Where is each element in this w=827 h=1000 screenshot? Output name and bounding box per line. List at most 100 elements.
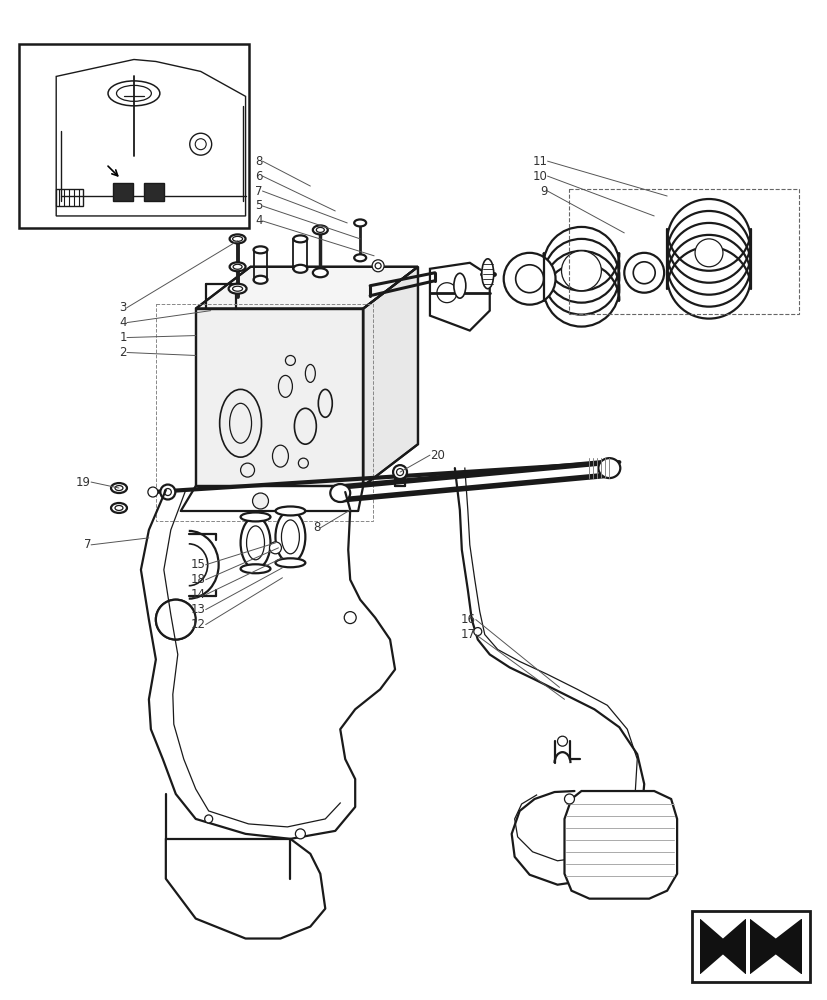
Polygon shape (749, 919, 801, 939)
Ellipse shape (229, 403, 251, 443)
Bar (56, 189, 83, 206)
Polygon shape (56, 59, 246, 216)
Ellipse shape (294, 408, 316, 444)
Bar (749, 919, 801, 974)
Ellipse shape (318, 389, 332, 417)
Circle shape (204, 815, 213, 823)
Bar (699, 919, 745, 974)
Ellipse shape (354, 219, 366, 226)
Text: 15: 15 (190, 558, 205, 571)
Ellipse shape (272, 445, 288, 467)
Text: 9: 9 (539, 185, 547, 198)
Ellipse shape (275, 506, 305, 515)
Text: 17: 17 (461, 628, 476, 641)
Text: 1: 1 (119, 331, 127, 344)
Circle shape (241, 463, 254, 477)
Circle shape (344, 612, 356, 624)
Bar (569, 189, 798, 314)
Bar (155, 304, 373, 521)
Ellipse shape (354, 254, 366, 261)
Ellipse shape (229, 262, 246, 271)
Ellipse shape (164, 489, 171, 496)
Ellipse shape (453, 273, 466, 298)
Ellipse shape (503, 253, 555, 305)
Circle shape (285, 355, 295, 365)
Ellipse shape (246, 526, 264, 560)
Polygon shape (699, 919, 745, 939)
Bar (691, 911, 809, 982)
Text: 6: 6 (255, 170, 262, 183)
Ellipse shape (633, 262, 654, 284)
Ellipse shape (598, 458, 619, 478)
Ellipse shape (160, 485, 175, 500)
Ellipse shape (694, 239, 722, 267)
Text: 10: 10 (532, 170, 547, 183)
Circle shape (295, 829, 305, 839)
Circle shape (298, 458, 308, 468)
Ellipse shape (293, 265, 307, 273)
Ellipse shape (228, 284, 246, 294)
Ellipse shape (281, 520, 299, 554)
Ellipse shape (293, 235, 307, 242)
Ellipse shape (515, 265, 543, 293)
Polygon shape (429, 263, 489, 331)
Ellipse shape (241, 517, 270, 569)
Ellipse shape (241, 564, 270, 573)
Text: 19: 19 (76, 476, 91, 489)
Ellipse shape (396, 469, 403, 476)
Text: 14: 14 (190, 588, 205, 601)
Polygon shape (699, 954, 745, 974)
Text: 11: 11 (532, 155, 547, 168)
Circle shape (269, 542, 281, 554)
Circle shape (252, 493, 268, 509)
Ellipse shape (241, 512, 270, 521)
Polygon shape (195, 309, 363, 486)
Polygon shape (749, 954, 801, 974)
Ellipse shape (219, 389, 261, 457)
Text: 8: 8 (255, 155, 262, 168)
Circle shape (155, 600, 195, 640)
Ellipse shape (481, 259, 493, 289)
Circle shape (148, 487, 158, 497)
Bar (112, 183, 133, 201)
Text: 8: 8 (313, 521, 320, 534)
Ellipse shape (624, 253, 663, 293)
Text: 12: 12 (190, 618, 205, 631)
Text: 5: 5 (255, 199, 262, 212)
Ellipse shape (393, 465, 407, 479)
Text: 18: 18 (190, 573, 205, 586)
Ellipse shape (229, 234, 246, 243)
Ellipse shape (275, 511, 305, 563)
Ellipse shape (305, 364, 315, 382)
Ellipse shape (232, 236, 242, 241)
Ellipse shape (253, 276, 267, 284)
Text: 4: 4 (119, 316, 127, 329)
Ellipse shape (313, 225, 327, 234)
Circle shape (473, 628, 481, 636)
Ellipse shape (278, 375, 292, 397)
Text: 7: 7 (84, 538, 91, 551)
Ellipse shape (232, 286, 242, 291)
Ellipse shape (115, 505, 123, 510)
Ellipse shape (275, 558, 305, 567)
Ellipse shape (115, 486, 123, 491)
Ellipse shape (330, 484, 350, 502)
Circle shape (371, 260, 384, 272)
Ellipse shape (561, 251, 600, 291)
Bar (144, 183, 164, 201)
Polygon shape (363, 267, 418, 486)
Bar (19, 44, 248, 228)
Text: 7: 7 (255, 185, 262, 198)
Polygon shape (195, 267, 418, 309)
Ellipse shape (313, 268, 327, 277)
Text: 3: 3 (119, 301, 127, 314)
Ellipse shape (111, 503, 127, 513)
Polygon shape (564, 791, 676, 899)
Circle shape (437, 283, 457, 303)
Circle shape (375, 263, 380, 269)
Text: 13: 13 (190, 603, 205, 616)
Ellipse shape (253, 246, 267, 253)
Text: 2: 2 (119, 346, 127, 359)
Circle shape (564, 794, 574, 804)
Text: 20: 20 (429, 449, 444, 462)
